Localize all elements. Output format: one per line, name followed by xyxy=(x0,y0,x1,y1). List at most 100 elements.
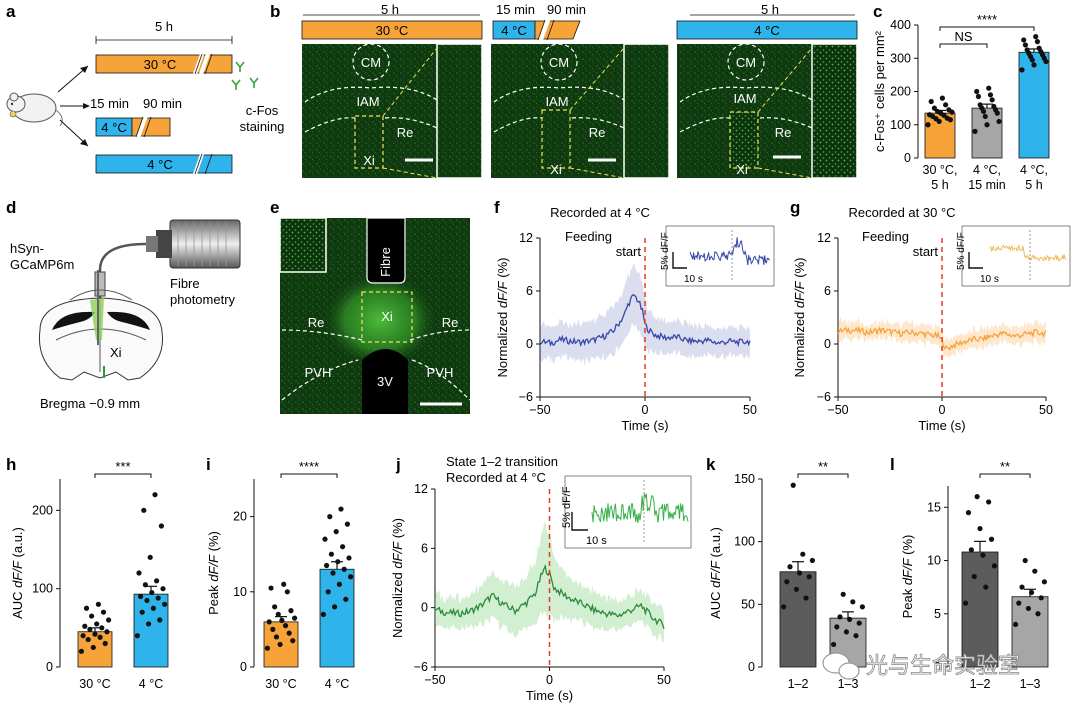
f-feeding: Feeding xyxy=(565,229,612,244)
data-point xyxy=(277,641,283,648)
data-point xyxy=(134,633,140,639)
y-axis-label: Normalized dF/F (%) xyxy=(390,518,405,638)
data-point xyxy=(83,605,90,611)
inset-f-scale-x: 10 s xyxy=(684,274,703,285)
y-tick-label: 20 xyxy=(233,510,247,524)
data-point xyxy=(977,102,983,108)
data-point xyxy=(157,617,163,623)
data-point xyxy=(837,614,843,620)
data-point xyxy=(834,624,840,630)
mouse-icon xyxy=(6,92,63,127)
data-point xyxy=(1031,62,1037,68)
data-point xyxy=(338,506,344,512)
significance-bracket xyxy=(939,26,1035,31)
category-label: 1–2 xyxy=(788,677,809,691)
data-point xyxy=(264,645,270,651)
y-axis-label: AUC dF/F (a.u.) xyxy=(708,527,723,619)
data-point xyxy=(1035,611,1041,617)
b1-re: Re xyxy=(397,125,414,140)
category-label: 30 °C xyxy=(265,677,296,691)
data-point xyxy=(1041,579,1047,585)
data-point xyxy=(346,555,352,561)
data-point xyxy=(1032,568,1038,574)
data-point xyxy=(288,608,294,614)
y-tick-label: 10 xyxy=(927,554,941,568)
data-point xyxy=(340,544,346,550)
gcamp-label: GCaMP6m xyxy=(10,257,74,272)
data-point xyxy=(341,566,347,572)
data-point xyxy=(963,600,969,606)
category-label: 1–3 xyxy=(1020,677,1041,691)
time-15min: 15 min xyxy=(90,96,129,111)
y-tick-label: 0 xyxy=(421,601,428,615)
inset-f: 5% dF/F 10 s xyxy=(660,225,775,287)
data-point xyxy=(928,98,934,105)
sem-band xyxy=(540,264,750,367)
photometry-label: photometry xyxy=(170,292,236,307)
y-tick-label: 12 xyxy=(519,231,533,245)
data-point xyxy=(840,591,846,597)
chart-i: 0 10 20 Peak dF/F (%) 30 °C 4 °C **** xyxy=(206,459,355,691)
panel-b-micrographs: 5 h 30 °C 15 min 90 min 4 °C 5 h 4 °C CM… xyxy=(301,2,858,179)
category-label: 1–2 xyxy=(970,677,991,691)
panel-label-l: l xyxy=(890,455,895,474)
y-tick-label: 300 xyxy=(890,51,911,65)
y-tick-label: 10 xyxy=(233,585,247,599)
data-point xyxy=(983,584,989,590)
data-point xyxy=(330,570,336,576)
x-tick-label: 0 xyxy=(546,673,553,687)
data-point xyxy=(344,521,350,527)
data-point xyxy=(1029,589,1035,596)
watermark-text: 光与生命实验室 xyxy=(866,653,1020,678)
bar-4c-5h: 4 °C xyxy=(95,153,233,175)
data-point xyxy=(325,589,331,595)
data-point xyxy=(273,634,280,640)
data-point xyxy=(141,507,147,513)
b1-cm: CM xyxy=(361,55,381,70)
panel-d-schematic: hSyn- GCaMP6m Fibre photometry Xi Bregma… xyxy=(10,219,241,411)
data-point xyxy=(800,551,806,557)
panel-label-a: a xyxy=(6,2,16,21)
data-point xyxy=(853,633,859,639)
b2-time2: 90 min xyxy=(547,2,586,17)
fibre-label: Fibre xyxy=(170,276,200,291)
data-point xyxy=(1033,34,1039,40)
data-point xyxy=(797,570,803,576)
y-tick-label: 50 xyxy=(741,597,755,611)
y-tick-label: 0 xyxy=(526,337,533,351)
data-point xyxy=(155,595,161,601)
data-point xyxy=(322,536,328,542)
data-point xyxy=(968,547,974,553)
data-point xyxy=(281,581,287,587)
j-title2: Recorded at 4 °C xyxy=(446,470,546,485)
panel-label-g: g xyxy=(790,198,800,217)
data-point xyxy=(974,88,980,95)
x-tick-label: 0 xyxy=(939,403,946,417)
panel-label-e: e xyxy=(270,198,279,217)
b1-header: 30 °C xyxy=(376,23,409,38)
e-re-right: Re xyxy=(442,315,459,330)
b2-xi: Xi xyxy=(550,162,562,177)
y-tick-label: 200 xyxy=(32,503,53,517)
y-axis-label: Peak dF/F (%) xyxy=(900,535,915,619)
x-tick-label: 50 xyxy=(743,403,757,417)
data-point xyxy=(106,617,112,623)
data-point xyxy=(336,581,342,587)
data-point xyxy=(104,629,110,635)
chart-h: 0 100 200 AUC dF/F (a.u.) 30 °C 4 °C *** xyxy=(10,459,169,691)
data-point xyxy=(847,616,853,622)
significance-label: **** xyxy=(299,459,319,474)
data-point xyxy=(843,629,850,635)
y-tick-label: 6 xyxy=(824,284,831,298)
data-point xyxy=(147,554,153,560)
e-fibre: Fibre xyxy=(378,247,393,277)
data-point xyxy=(974,494,980,500)
panel-label-h: h xyxy=(6,455,16,474)
data-point xyxy=(290,638,296,644)
e-re-left: Re xyxy=(308,315,325,330)
data-point xyxy=(925,122,931,128)
data-point xyxy=(335,559,341,565)
inset-j-scale-y: 5% dF/F xyxy=(561,486,573,528)
bar-4c-15min-label: 4 °C xyxy=(101,120,126,135)
inset-g-scale-y: 5% dF/F xyxy=(956,232,967,270)
